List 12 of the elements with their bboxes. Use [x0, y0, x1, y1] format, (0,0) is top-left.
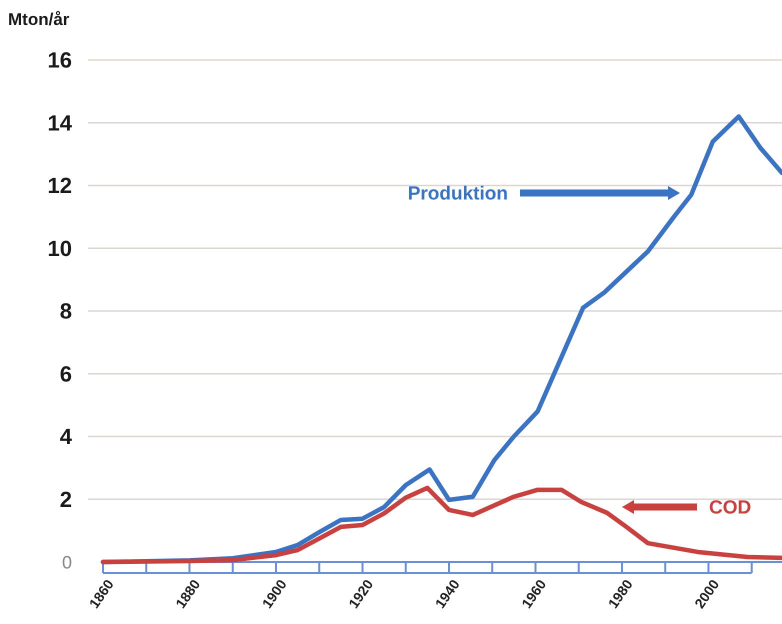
y-tick-label: 16	[48, 48, 72, 73]
y-tick-label: 4	[60, 424, 73, 450]
y-tick-label: 6	[60, 361, 72, 386]
y-tick-label: 12	[48, 173, 72, 198]
y-axis-title: Mton/år	[8, 10, 70, 29]
y-tick-label: 0	[62, 552, 72, 572]
y-tick-label: 8	[60, 298, 72, 324]
y-tick-label: 14	[48, 110, 73, 136]
y-tick-label: 10	[48, 236, 72, 261]
legend-label: COD	[709, 498, 752, 519]
y-tick-label: 2	[60, 486, 72, 512]
text: Produktion	[408, 184, 508, 205]
